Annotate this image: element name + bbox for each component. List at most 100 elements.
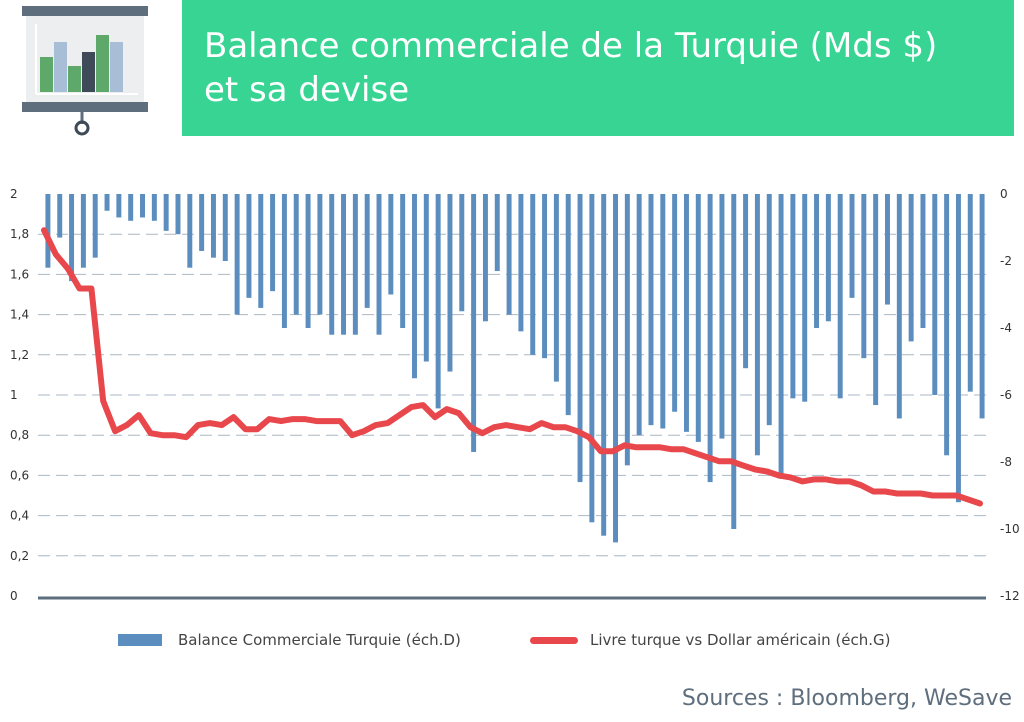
bar — [293, 194, 299, 315]
chart-title-line2: et sa devise — [204, 70, 410, 110]
bar — [80, 194, 86, 268]
left-tick-label: 1,4 — [10, 308, 29, 322]
bar — [660, 194, 666, 429]
bar — [270, 194, 276, 292]
legend-swatch-line — [530, 636, 578, 644]
right-tick-label: -6 — [1000, 388, 1012, 402]
bar — [140, 194, 145, 218]
right-tick-label: 0 — [1000, 187, 1008, 201]
legend-swatch-bar — [118, 634, 162, 646]
bar — [258, 194, 264, 308]
left-tick-label: 1 — [10, 388, 18, 402]
bar — [766, 194, 772, 426]
right-tick-label: -12 — [1000, 589, 1020, 603]
bar — [151, 194, 157, 221]
left-tick-label: 1,8 — [10, 227, 29, 241]
chart-plot-area: 0 0,2 0,4 0,6 0,8 1 1,2 1,4 1,6 1,8 2 -12 -10 -8 -6 -4… — [10, 187, 1020, 603]
bar — [613, 194, 618, 543]
left-tick-label: 0 — [10, 589, 18, 603]
bar — [412, 194, 417, 379]
line-series — [41, 227, 983, 507]
bar — [400, 194, 406, 328]
bar — [234, 194, 240, 315]
bar — [471, 194, 477, 452]
bar — [305, 194, 311, 328]
bar — [542, 194, 548, 359]
bar — [45, 194, 51, 268]
bar — [849, 194, 855, 298]
legend-label-currency: Livre turque vs Dollar américain (éch.G) — [590, 631, 891, 649]
bar — [624, 194, 630, 466]
legend-item-balance: Balance Commerciale Turquie (éch.D) — [118, 628, 461, 652]
left-tick-label: 2 — [10, 187, 18, 201]
bar — [459, 194, 465, 312]
grid-lines — [38, 233, 988, 600]
bar — [707, 194, 713, 483]
bar — [731, 194, 737, 529]
left-tick-label: 1,6 — [10, 267, 29, 281]
bar — [955, 194, 961, 503]
left-tick-label: 0,8 — [10, 428, 29, 442]
bar — [683, 194, 689, 432]
bar — [553, 194, 559, 382]
bar — [825, 194, 831, 322]
bar — [967, 194, 973, 392]
bar — [447, 194, 453, 372]
left-tick-label: 1,2 — [10, 348, 29, 362]
bar — [69, 194, 75, 282]
bar — [944, 194, 950, 456]
bar — [482, 194, 488, 322]
bar — [352, 194, 358, 335]
right-axis-ticks: -12 -10 -8 -6 -4 -2 0 — [1000, 187, 1020, 603]
source-credit: Sources : Bloomberg, WeSave — [681, 686, 1012, 711]
bar — [814, 194, 820, 328]
bar — [199, 194, 205, 251]
bar — [589, 194, 595, 523]
bar — [423, 194, 429, 362]
right-tick-label: -10 — [1000, 522, 1020, 536]
right-tick-label: -2 — [1000, 254, 1012, 268]
bar — [648, 194, 654, 426]
bar — [435, 194, 441, 409]
bar — [885, 194, 890, 305]
bar — [494, 194, 500, 272]
bar — [163, 194, 169, 231]
bar — [210, 194, 216, 258]
bar — [518, 194, 524, 332]
left-axis-ticks: 0 0,2 0,4 0,6 0,8 1 1,2 1,4 1,6 1,8 2 — [10, 187, 29, 603]
title-banner: Balance commerciale de la Turquie (Mds $… — [182, 0, 1014, 136]
left-tick-label: 0,6 — [10, 468, 29, 482]
legend: Balance Commerciale Turquie (éch.D) Livr… — [0, 628, 1024, 652]
bar — [104, 194, 110, 211]
bar — [601, 194, 607, 536]
bar — [388, 194, 394, 295]
bar — [743, 194, 749, 369]
bar — [577, 194, 583, 483]
bar — [754, 194, 760, 456]
left-tick-label: 0,4 — [10, 509, 29, 523]
legend-label-balance: Balance Commerciale Turquie (éch.D) — [178, 631, 461, 649]
legend-item-currency: Livre turque vs Dollar américain (éch.G) — [530, 628, 891, 652]
bar — [802, 194, 808, 402]
bar — [175, 194, 181, 235]
bar — [317, 194, 323, 315]
left-tick-label: 0,2 — [10, 549, 29, 563]
bar-series — [45, 194, 985, 543]
bar — [530, 194, 536, 355]
bar — [932, 194, 938, 395]
bar — [329, 194, 335, 335]
bar — [128, 194, 134, 221]
bar — [920, 194, 926, 328]
right-tick-label: -8 — [1000, 455, 1012, 469]
bar — [636, 194, 642, 436]
presentation-board-chart-icon — [12, 0, 154, 140]
bar — [979, 194, 985, 419]
bar — [790, 194, 796, 399]
bar — [246, 194, 252, 298]
bar — [565, 194, 571, 416]
bar — [281, 194, 287, 328]
bar — [92, 194, 98, 258]
bar — [695, 194, 701, 442]
bar — [506, 194, 512, 315]
currency-line — [41, 227, 983, 507]
